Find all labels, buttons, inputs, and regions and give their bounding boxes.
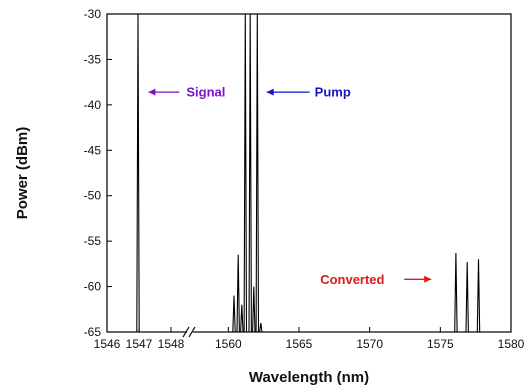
y-tick-label: -40 (84, 98, 102, 112)
pump-label: Pump (315, 85, 351, 100)
x-tick-label: 1580 (498, 337, 524, 351)
y-tick-label: -60 (84, 280, 102, 294)
axis-break-slash (188, 326, 196, 338)
spectrum-peak (248, 13, 252, 333)
x-tick-label: 1548 (158, 337, 185, 351)
y-tick-label: -50 (84, 189, 102, 203)
x-tick-label: 1560 (215, 337, 242, 351)
y-axis: -30 -35 -40 -45 -50 -55 -60 -65 (84, 7, 112, 339)
spectrum-peak (252, 286, 256, 333)
spectrum-peak (243, 13, 248, 333)
converted-label: Converted (320, 272, 384, 287)
x-axis: 1546 1547 1548 1560 1565 1570 1575 1580 (94, 327, 524, 351)
x-tick-label: 1570 (356, 337, 383, 351)
spectrum-peak (240, 304, 244, 333)
x-tick-label: 1546 (94, 337, 121, 351)
y-tick-label: -45 (84, 143, 102, 157)
spectrum-peak (255, 13, 260, 333)
y-tick-label: -30 (84, 7, 102, 21)
spectrum-peak (236, 254, 240, 333)
pump-arrow-head (266, 88, 274, 96)
y-tick-label: -65 (84, 325, 102, 339)
spectrum-peak (476, 259, 481, 333)
annotations: Signal Pump Converted (148, 85, 432, 287)
x-tick-label: 1547 (126, 337, 153, 351)
spectrum-peak (232, 295, 236, 333)
plot-frame (106, 13, 512, 333)
x-axis-title: Wavelength (nm) (249, 369, 369, 386)
y-axis-title: Power (dBm) (14, 127, 31, 220)
x-tick-label: 1565 (286, 337, 313, 351)
spectrum-peak (259, 322, 263, 333)
axis-break-slash (182, 326, 190, 338)
spectrum-peak (136, 13, 140, 333)
y-tick-label: -35 (84, 52, 102, 66)
spectrum-peak (454, 252, 458, 333)
axis-break-gap (187, 328, 193, 336)
y-tick-label: -55 (84, 234, 102, 248)
spectrum-series (136, 13, 481, 333)
axis-break-mark (182, 326, 196, 338)
converted-arrow-head (424, 275, 432, 283)
x-tick-label: 1575 (427, 337, 454, 351)
spectrum-peak (465, 261, 469, 333)
signal-label: Signal (186, 85, 225, 100)
signal-arrow-head (148, 88, 156, 96)
axes-box (106, 13, 512, 333)
